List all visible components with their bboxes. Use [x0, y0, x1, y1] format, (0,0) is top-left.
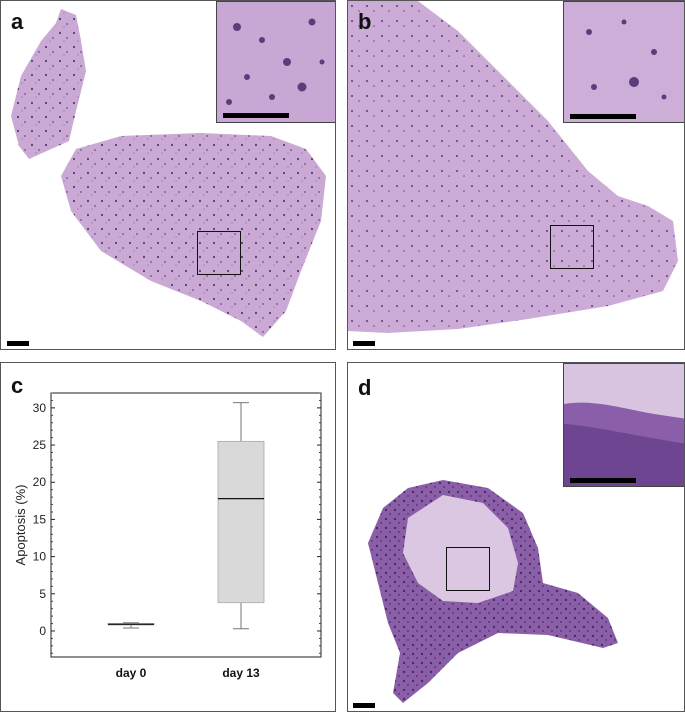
panel-a-tissue — [11, 9, 326, 337]
scalebar-b — [353, 341, 375, 346]
panel-label-b: b — [358, 9, 372, 34]
inset-d — [563, 363, 684, 487]
panel-d: d — [347, 362, 685, 712]
inset-a-image — [217, 2, 335, 122]
y-tick-label: 0 — [39, 624, 46, 638]
roi-box-d — [446, 547, 490, 591]
y-tick-label: 5 — [39, 587, 46, 601]
inset-a-scalebar — [223, 113, 289, 118]
y-tick-label: 10 — [33, 550, 47, 564]
panel-label-a: a — [11, 9, 24, 34]
y-tick-label: 25 — [33, 438, 47, 452]
panel-label-c: c — [11, 373, 24, 398]
inset-b-scalebar — [570, 114, 636, 119]
roi-box-b — [550, 225, 594, 269]
inset-b — [563, 1, 684, 123]
box — [217, 440, 265, 604]
y-tick-label: 30 — [33, 401, 47, 415]
panel-label-d: d — [358, 375, 372, 400]
tissue-main — [61, 133, 326, 337]
plot-frame — [50, 392, 322, 658]
scalebar-d — [353, 703, 375, 708]
tissue-strip — [11, 9, 86, 159]
inset-d-scalebar — [570, 478, 636, 483]
y-tick-label: 20 — [33, 475, 47, 489]
apoptosis-boxplot: 0 5 10 15 20 25 30 Apoptosis (%) day 0 day 13 — [13, 392, 322, 680]
inset-a — [216, 1, 335, 123]
y-tick-label: 15 — [33, 512, 47, 526]
scalebar-a — [7, 341, 29, 346]
tissue-b — [348, 1, 678, 333]
panel-a: a — [0, 0, 336, 350]
y-axis-label: Apoptosis (%) — [13, 485, 28, 566]
x-tick-label: day 0 — [116, 666, 147, 680]
panel-b-tissue — [348, 1, 678, 333]
inset-b-image — [564, 2, 684, 122]
inset-d-image — [564, 364, 684, 486]
panel-b: b — [347, 0, 685, 350]
x-tick-label: day 13 — [222, 666, 260, 680]
panel-c: c 0 5 10 15 20 25 30 Apoptosis (%) day 0 day 13 — [0, 362, 336, 712]
roi-box-a — [197, 231, 241, 275]
